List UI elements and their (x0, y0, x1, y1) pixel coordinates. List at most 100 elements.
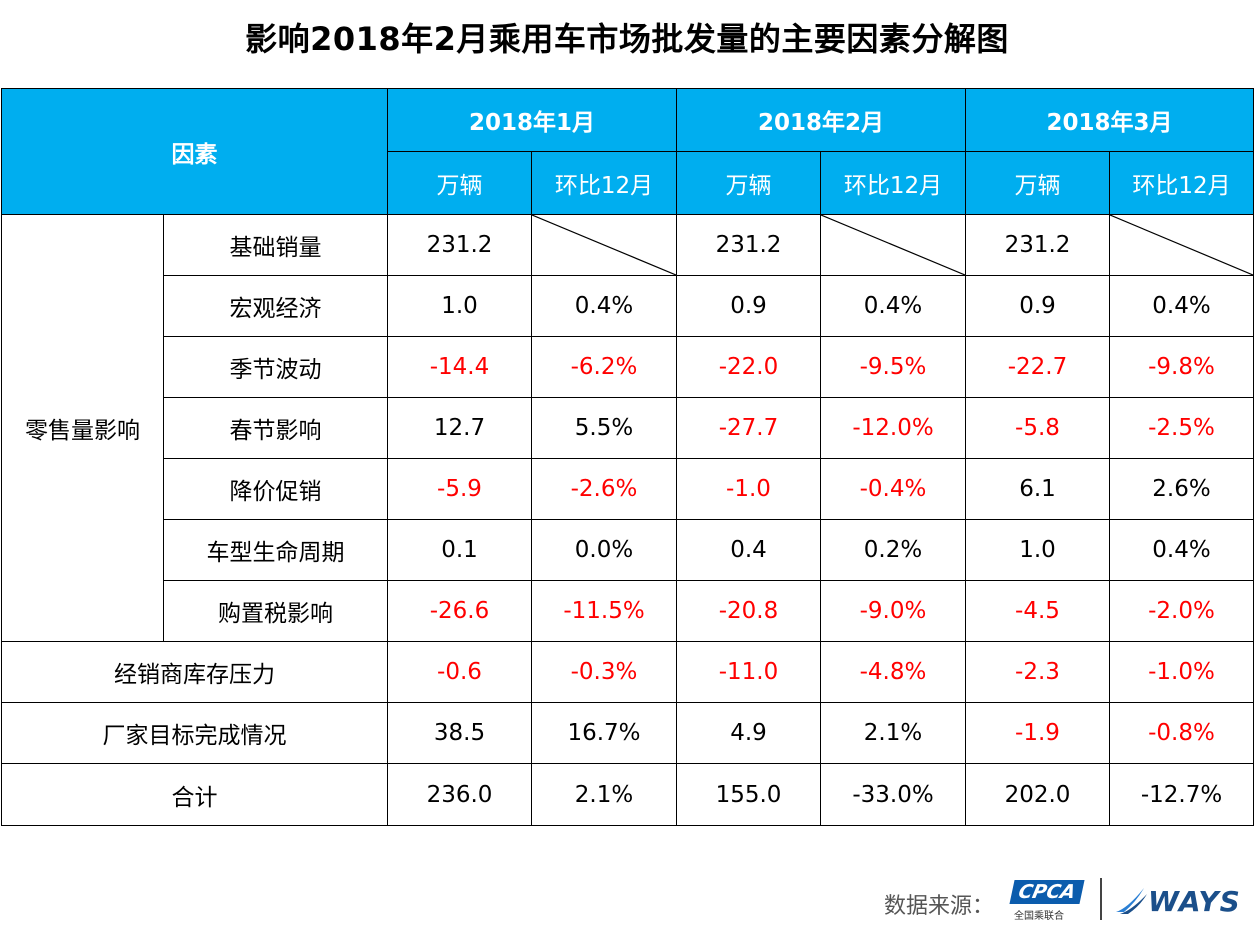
unit-header: 万辆 (965, 151, 1110, 215)
factor-name: 春节影响 (163, 397, 388, 459)
mom-cell: 2.6% (1109, 458, 1254, 520)
mom-cell: -1.0% (1109, 641, 1254, 703)
volume-cell: -2.3 (965, 641, 1110, 703)
diagonal-cell (1109, 214, 1254, 276)
diagonal-cell (820, 214, 966, 276)
table-row: 购置税影响 -26.6 -11.5% -20.8 -9.0% -4.5 -2.0% (2, 580, 1254, 642)
factor-name: 降价促销 (163, 458, 388, 520)
unit-header: 万辆 (387, 151, 532, 215)
mom-cell: -33.0% (820, 763, 966, 826)
mom-cell: -0.3% (531, 641, 677, 703)
diagonal-line (532, 215, 676, 275)
ways-logo-text: WAYS (1148, 885, 1241, 918)
table-row: 厂家目标完成情况 38.5 16.7% 4.9 2.1% -1.9 -0.8% (1, 702, 1254, 764)
factor-name: 车型生命周期 (163, 519, 388, 581)
volume-cell: 231.2 (387, 214, 532, 276)
volume-cell: 1.0 (387, 275, 532, 337)
volume-cell: 202.0 (965, 763, 1110, 826)
volume-cell: 0.9 (965, 275, 1110, 337)
mom-header: 环比12月 (1109, 151, 1254, 215)
volume-cell: -20.8 (676, 580, 821, 642)
volume-cell: -0.6 (387, 641, 532, 703)
volume-cell: 1.0 (965, 519, 1110, 581)
mom-cell: -12.0% (820, 397, 966, 459)
factor-name: 基础销量 (163, 214, 388, 276)
volume-cell: -27.7 (676, 397, 821, 459)
total-row: 合计 236.0 2.1% 155.0 -33.0% 202.0 -12.7% (1, 763, 1254, 826)
table-row: 季节波动 -14.4 -6.2% -22.0 -9.5% -22.7 -9.8% (2, 336, 1254, 398)
volume-cell: 38.5 (387, 702, 532, 764)
mom-header: 环比12月 (820, 151, 966, 215)
volume-cell: 155.0 (676, 763, 821, 826)
volume-cell: -11.0 (676, 641, 821, 703)
volume-cell: 12.7 (387, 397, 532, 459)
table-row: 零售量影响 基础销量 231.2 231.2 231.2 (1, 214, 1254, 642)
volume-cell: -5.8 (965, 397, 1110, 459)
mom-cell: -11.5% (531, 580, 677, 642)
factor-name: 经销商库存压力 (1, 641, 388, 703)
mom-cell: -9.0% (820, 580, 966, 642)
diagonal-cell (531, 214, 677, 276)
mom-header: 环比12月 (531, 151, 677, 215)
factor-name: 宏观经济 (163, 275, 388, 337)
mom-cell: -6.2% (531, 336, 677, 398)
unit-header: 万辆 (676, 151, 821, 215)
volume-cell: -5.9 (387, 458, 532, 520)
factor-header: 因素 (1, 88, 388, 215)
mom-cell: -2.5% (1109, 397, 1254, 459)
mom-cell: 16.7% (531, 702, 677, 764)
volume-cell: -4.5 (965, 580, 1110, 642)
volume-cell: 231.2 (676, 214, 821, 276)
logo-divider (1100, 878, 1102, 920)
mom-cell: -2.6% (531, 458, 677, 520)
factor-name: 购置税影响 (163, 580, 388, 642)
mom-cell: 5.5% (531, 397, 677, 459)
diagonal-line (821, 215, 965, 275)
factor-name: 季节波动 (163, 336, 388, 398)
mom-cell: -4.8% (820, 641, 966, 703)
cpca-subtitle: 全国乘联合 (1014, 911, 1064, 922)
month-header: 2018年1月 (387, 88, 677, 152)
cpca-logo-text: CPCA (1009, 880, 1085, 904)
ways-swoosh-icon (1116, 888, 1147, 914)
mom-cell: 0.4% (531, 275, 677, 337)
volume-cell: -22.7 (965, 336, 1110, 398)
volume-cell: -26.6 (387, 580, 532, 642)
table-row: 降价促销 -5.9 -2.6% -1.0 -0.4% 6.1 2.6% (2, 458, 1254, 520)
mom-cell: -0.4% (820, 458, 966, 520)
source-label: 数据来源： (884, 894, 995, 919)
volume-cell: -22.0 (676, 336, 821, 398)
table-row: 车型生命周期 0.1 0.0% 0.4 0.2% 1.0 0.4% (2, 519, 1254, 581)
table-row: 经销商库存压力 -0.6 -0.3% -11.0 -4.8% -2.3 -1.0% (1, 641, 1254, 703)
mom-cell: 0.4% (1109, 275, 1254, 337)
volume-cell: 0.1 (387, 519, 532, 581)
mom-cell: 2.1% (531, 763, 677, 826)
mom-cell: 0.2% (820, 519, 966, 581)
volume-cell: -1.0 (676, 458, 821, 520)
mom-cell: 0.4% (1109, 519, 1254, 581)
mom-cell: -2.0% (1109, 580, 1254, 642)
volume-cell: 4.9 (676, 702, 821, 764)
cpca-logo: CPCA 全国乘联合 (1009, 880, 1085, 922)
month-header: 2018年2月 (676, 88, 966, 152)
mom-cell: -12.7% (1109, 763, 1254, 826)
month-header: 2018年3月 (965, 88, 1254, 152)
mom-cell: -9.8% (1109, 336, 1254, 398)
mom-cell: 2.1% (820, 702, 966, 764)
volume-cell: 0.9 (676, 275, 821, 337)
group-label: 零售量影响 (1, 214, 164, 642)
mom-cell: 0.0% (531, 519, 677, 581)
volume-cell: -14.4 (387, 336, 532, 398)
ways-logo: WAYS (1114, 882, 1240, 918)
volume-cell: 6.1 (965, 458, 1110, 520)
volume-cell: -1.9 (965, 702, 1110, 764)
volume-cell: 0.4 (676, 519, 821, 581)
mom-cell: -9.5% (820, 336, 966, 398)
diagonal-line (1110, 215, 1253, 275)
factor-name: 厂家目标完成情况 (1, 702, 388, 764)
volume-cell: 231.2 (965, 214, 1110, 276)
volume-cell: 236.0 (387, 763, 532, 826)
table-row: 宏观经济 1.0 0.4% 0.9 0.4% 0.9 0.4% (2, 275, 1254, 337)
table-row: 春节影响 12.7 5.5% -27.7 -12.0% -5.8 -2.5% (2, 397, 1254, 459)
footer: 数据来源： CPCA 全国乘联合 WAYS (0, 876, 1254, 926)
